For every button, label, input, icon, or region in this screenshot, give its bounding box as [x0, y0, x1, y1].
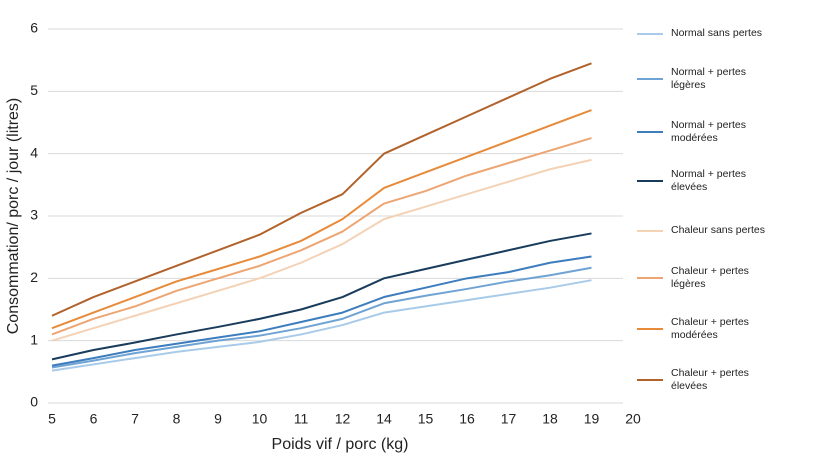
x-tick-label: 9: [214, 411, 222, 427]
series-line: [51, 109, 592, 330]
legend-label: Normal + pertes modérées: [671, 119, 746, 144]
x-tick-label: 14: [376, 411, 392, 427]
legend-item: Normal + pertes modérées: [637, 119, 783, 145]
legend-item: Normal + pertes légères: [637, 66, 783, 92]
x-tick-label: 10: [252, 411, 268, 427]
y-tick-label: 3: [30, 207, 38, 223]
legend-label: Normal + pertes élevées: [671, 168, 746, 193]
legend-item: Chaleur + pertes modérées: [637, 316, 783, 342]
legend-label: Chaleur + pertes élevées: [671, 367, 749, 392]
x-axis-title: Poids vif / porc (kg): [272, 436, 409, 453]
x-tick-label: 6: [90, 411, 98, 427]
legend-swatch: [637, 78, 663, 80]
series-line: [51, 232, 592, 361]
x-tick-label: 16: [459, 411, 475, 427]
x-tick-label: 8: [173, 411, 181, 427]
x-tick-label: 12: [335, 411, 351, 427]
legend-swatch: [637, 328, 663, 330]
series-line: [51, 279, 592, 372]
x-tick-label: 20: [625, 411, 641, 427]
y-tick-label: 5: [30, 82, 38, 98]
legend-item: Normal sans pertes: [637, 27, 783, 40]
y-axis-title: Consommation/ porc / jour (litres): [5, 98, 22, 335]
legend-item: Chaleur sans pertes: [637, 224, 783, 237]
legend-label: Chaleur + pertes légères: [671, 265, 749, 290]
x-tick-label: 17: [501, 411, 517, 427]
series-line: [51, 158, 592, 342]
y-tick-label: 2: [30, 269, 38, 285]
x-tick-label: 18: [542, 411, 558, 427]
y-tick-label: 4: [30, 144, 38, 160]
x-tick-label: 15: [418, 411, 434, 427]
legend-label: Chaleur + pertes modérées: [671, 316, 749, 341]
x-tick-label: 11: [294, 411, 309, 427]
legend-swatch: [637, 180, 663, 182]
legend-swatch: [637, 131, 663, 133]
x-tick-label: 5: [48, 411, 56, 427]
legend-item: Normal + pertes élevées: [637, 168, 783, 194]
legend-swatch: [637, 32, 663, 35]
series-line: [51, 266, 592, 369]
x-tick-label: 19: [584, 411, 600, 427]
legend-swatch: [637, 379, 663, 381]
legend-label: Normal + pertes légères: [671, 66, 746, 91]
legend-label: Chaleur sans pertes: [671, 224, 765, 236]
legend-item: Chaleur + pertes légères: [637, 265, 783, 291]
legend-swatch: [637, 277, 663, 279]
series-line: [51, 137, 592, 336]
y-tick-label: 1: [30, 331, 38, 347]
legend-label: Normal sans pertes: [671, 27, 763, 39]
series-line: [51, 62, 592, 317]
y-tick-label: 6: [30, 20, 38, 36]
legend-item: Chaleur + pertes élevées: [637, 367, 783, 393]
series-line: [51, 255, 592, 367]
x-tick-label: 7: [131, 411, 139, 427]
legend-swatch: [637, 229, 663, 232]
legend: Normal sans pertes Normal + pertes légère…: [637, 0, 817, 456]
y-tick-label: 0: [30, 394, 38, 410]
